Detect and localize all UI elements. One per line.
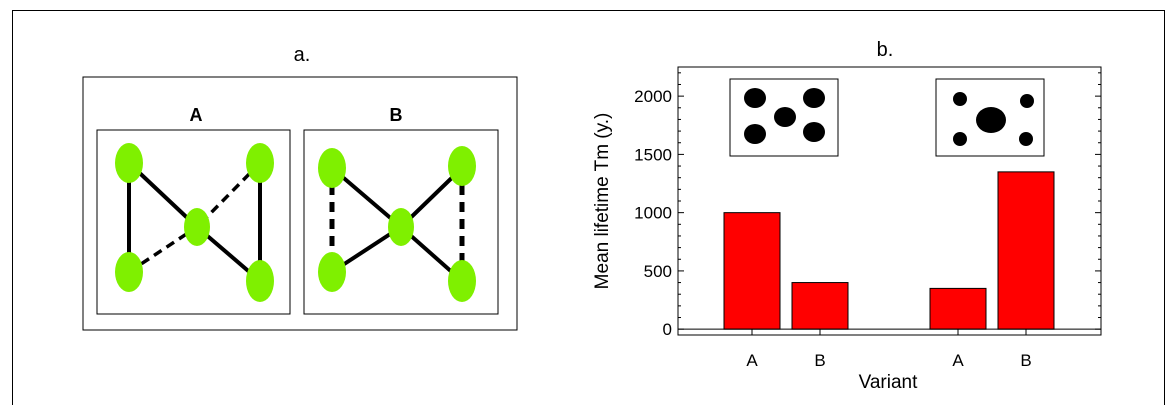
- bars: [723, 171, 1055, 330]
- node: [115, 252, 143, 292]
- node: [184, 208, 210, 246]
- bar-chart: 0 500 1000 1500 2000 A B A B Variant Mean lifet…: [592, 66, 1102, 393]
- figure-frame: [12, 10, 1165, 405]
- diagram-b-title: B: [390, 105, 403, 125]
- x-tick-label: A: [952, 351, 964, 370]
- bar: [929, 287, 987, 330]
- y-tick-label: 0: [663, 320, 672, 339]
- y-axis-label: Mean lifetime Tm (y.): [592, 113, 613, 290]
- x-tick-label: A: [746, 351, 758, 370]
- y-tick-label: 2000: [634, 87, 672, 106]
- panel-a-box: [82, 76, 518, 331]
- inset-icon-variant-2: [935, 78, 1045, 157]
- node: [318, 148, 346, 188]
- bar: [723, 212, 781, 330]
- node: [448, 146, 476, 186]
- diagram-a: A: [96, 105, 291, 315]
- y-tick-label: 1500: [634, 145, 672, 164]
- bar: [997, 171, 1055, 330]
- y-axis: 0 500 1000 1500 2000: [634, 72, 1101, 339]
- diagram-b: B: [303, 105, 499, 315]
- node: [448, 260, 476, 302]
- node: [115, 143, 143, 183]
- node: [246, 143, 274, 183]
- x-tick-label: B: [814, 351, 825, 370]
- y-tick-label: 1000: [634, 204, 672, 223]
- panel-a-label: a.: [294, 44, 311, 66]
- node: [388, 208, 414, 246]
- panel-b-label: b.: [877, 39, 894, 61]
- diagram-a-title: A: [190, 105, 203, 125]
- bar: [791, 282, 849, 330]
- y-tick-label: 500: [644, 262, 672, 281]
- node: [318, 252, 346, 292]
- inset-icon-variant-1: [729, 78, 839, 157]
- x-tick-label: B: [1020, 351, 1031, 370]
- node: [246, 260, 274, 302]
- x-axis-label: Variant: [859, 372, 919, 393]
